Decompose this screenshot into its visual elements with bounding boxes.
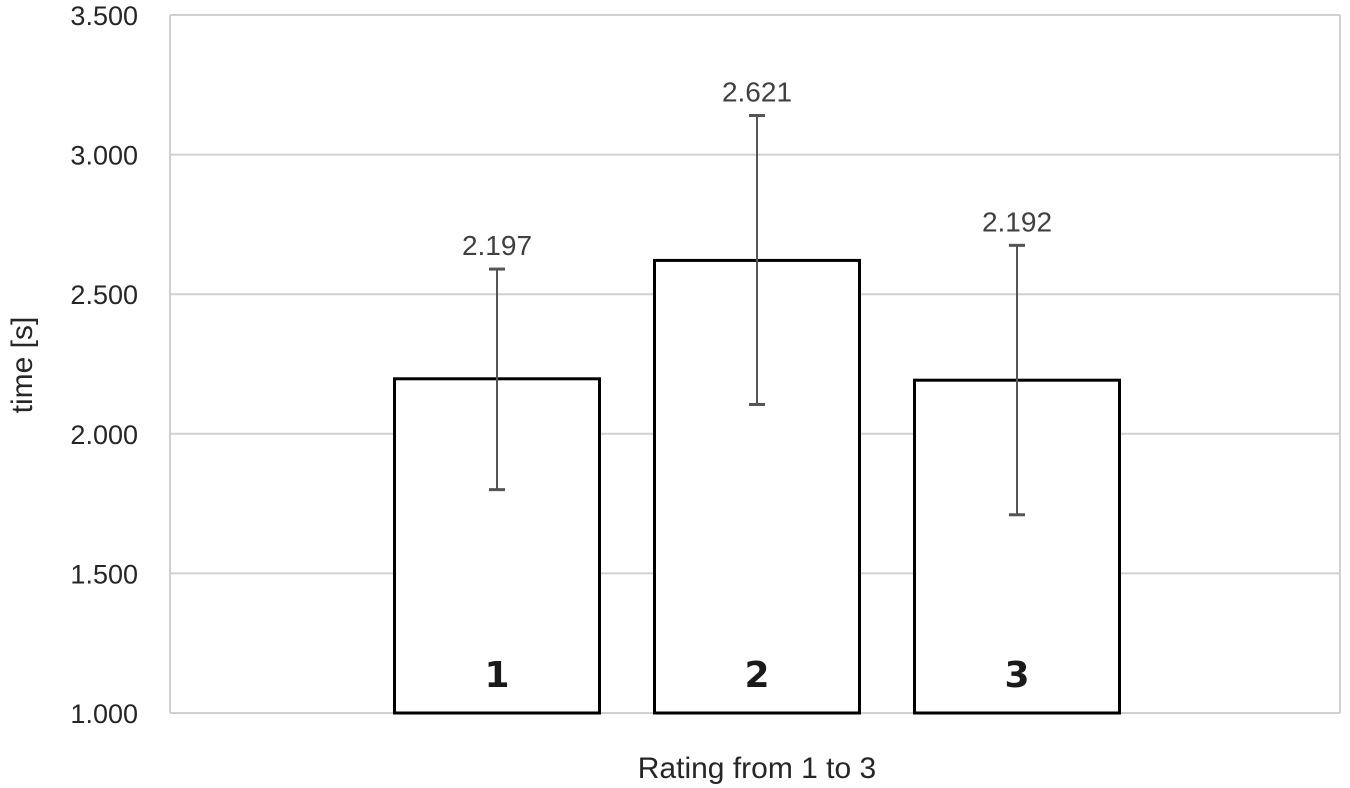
y-tick-label: 1.000 (70, 699, 138, 729)
bar-category-label: 3 (1004, 655, 1029, 696)
x-axis-title: Rating from 1 to 3 (638, 752, 876, 785)
data-value-label: 2.192 (982, 206, 1052, 237)
y-axis-ticks: 1.000 1.500 2.000 2.500 3.000 3.500 (70, 1, 138, 729)
data-labels: 1 2.197 2 2.621 3 2.192 (462, 77, 1052, 696)
data-value-label: 2.621 (722, 77, 792, 108)
y-tick-label: 2.000 (70, 420, 138, 450)
y-tick-label: 1.500 (70, 559, 138, 589)
bar-category-label: 1 (484, 655, 509, 696)
bar-category-label: 2 (744, 655, 769, 696)
y-tick-label: 3.500 (70, 1, 138, 31)
data-value-label: 2.197 (462, 230, 532, 261)
error-bars (489, 114, 1025, 517)
y-tick-label: 2.500 (70, 280, 138, 310)
y-axis-title: time [s] (6, 317, 39, 414)
y-tick-label: 3.000 (70, 141, 138, 171)
